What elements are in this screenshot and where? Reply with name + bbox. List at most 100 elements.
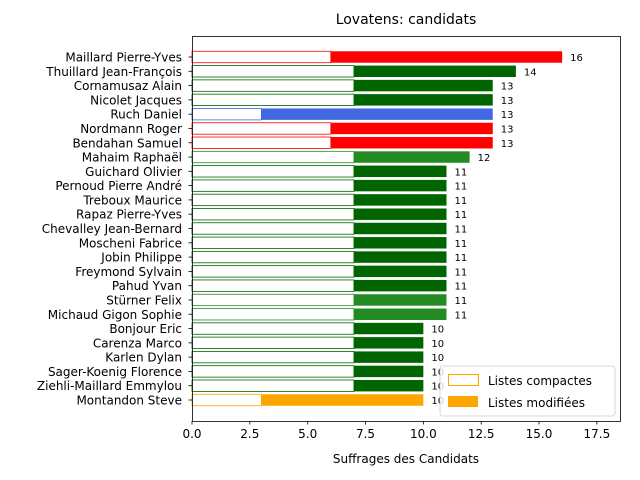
bar-compact [191, 236, 355, 249]
y-tick-label: Nordmann Roger [80, 122, 182, 136]
bar-value-label: 10 [431, 367, 444, 378]
bar-modified [353, 379, 424, 392]
y-tick-label: Treboux Maurice [82, 193, 182, 207]
legend-label-listes-compactes: Listes compactes [488, 374, 592, 388]
bar-value-label: 11 [454, 210, 467, 221]
bar-modified [330, 137, 493, 149]
bar-modified [353, 294, 447, 306]
bar-compact [191, 65, 355, 78]
bar-value-label: 10 [431, 396, 444, 407]
bar-compact [191, 222, 355, 235]
bar-modified [353, 94, 493, 106]
bar-compact [191, 193, 355, 207]
y-tick-label: Cornamusaz Alain [74, 79, 182, 93]
y-tick-label: Carenza Marco [93, 336, 182, 350]
bar-modified [353, 194, 447, 206]
bar-compact [191, 108, 262, 121]
y-tick-label: Sager-Koenig Florence [48, 365, 182, 379]
y-tick-label: Jobin Philippe [100, 251, 182, 265]
y-tick-label: Ruch Daniel [110, 108, 182, 122]
bar-value-label: 11 [454, 282, 467, 293]
bar-compact [191, 165, 355, 178]
y-tick-label: Mahaim Raphaël [82, 151, 182, 165]
y-tick-label: Ziehli-Maillard Emmylou [37, 379, 182, 393]
bar-value-label: 11 [454, 310, 467, 321]
bar-modified [353, 165, 447, 178]
bar-compact [191, 122, 332, 135]
legend-frame [439, 365, 616, 417]
bar-compact [191, 279, 355, 292]
legend: Listes compactes Listes modifiées [439, 365, 616, 417]
y-tick-label: Stürner Felix [106, 293, 182, 307]
bar-modified [330, 51, 563, 63]
bar-modified [353, 65, 516, 78]
legend-swatch-listes-modifiees [448, 396, 478, 407]
bar-value-label: 16 [570, 53, 583, 64]
bar-value-label: 13 [501, 124, 514, 135]
y-tick-label: Pernoud Pierre André [55, 179, 182, 193]
bar-value-label: 11 [454, 225, 467, 236]
bar-compact [191, 336, 355, 349]
bar-value-label: 10 [431, 339, 444, 350]
bar-compact [191, 393, 262, 407]
bar-value-label: 11 [454, 296, 467, 307]
bar-value-label: 13 [501, 82, 514, 93]
bar-modified [353, 208, 447, 220]
y-tick-label: Guichard Olivier [85, 165, 182, 179]
bar-compact [191, 79, 355, 92]
y-tick-label: Montandon Steve [76, 394, 182, 408]
bar-compact [191, 136, 332, 149]
bar-compact [191, 250, 355, 264]
bar-modified [353, 251, 447, 263]
bar-modified [353, 237, 447, 249]
bar-value-label: 10 [431, 382, 444, 393]
y-tick-label: Bendahan Samuel [72, 136, 182, 150]
plot-area: 16 14 13 13 13 13 13 12 11 11 11 11 11 11 11 11 11 11 11 10… [191, 50, 583, 407]
axes-frame [192, 36, 621, 422]
x-tick-label: 7.5 [356, 427, 375, 441]
x-tick-label: 2.5 [240, 427, 259, 441]
chart-title: Lovatens: candidats [336, 12, 477, 28]
bar-value-label: 11 [454, 196, 467, 207]
bar-modified [353, 222, 447, 235]
x-tick-label: 17.5 [584, 427, 611, 441]
bar-compact [191, 308, 355, 321]
x-tick-label: 0.0 [182, 427, 201, 441]
x-tick-label: 15.0 [526, 427, 553, 441]
y-tick-label: Moscheni Fabrice [79, 236, 182, 250]
bar-modified [353, 79, 493, 92]
bar-compact [191, 365, 355, 378]
bar-compact [191, 322, 355, 335]
legend-swatch-listes-compactes [448, 374, 479, 386]
bar-value-label: 11 [454, 267, 467, 278]
bar-modified [353, 322, 424, 335]
y-tick-label: Michaud Gigon Sophie [48, 308, 182, 322]
bar-modified [353, 337, 424, 349]
y-tick-label: Rapaz Pierre-Yves [76, 208, 182, 222]
bar-modified [353, 265, 447, 278]
bar-modified [353, 151, 470, 163]
bar-compact [191, 379, 355, 392]
bar-value-label: 11 [454, 253, 467, 264]
bar-value-label: 11 [454, 239, 467, 250]
bar-modified [353, 308, 447, 320]
bar-modified [353, 279, 447, 292]
bar-compact [191, 265, 355, 278]
bar-compact [191, 50, 332, 64]
bar-modified [330, 122, 493, 135]
bar-modified [261, 394, 424, 406]
y-tick-label: Nicolet Jacques [90, 93, 182, 107]
bar-compact [191, 293, 355, 307]
bar-compact [191, 150, 355, 164]
y-tick-label: Thuillard Jean-François [45, 65, 182, 79]
bar-value-label: 13 [501, 110, 514, 121]
bar-compact [191, 93, 355, 106]
bar-value-label: 12 [478, 153, 491, 164]
y-tick-label: Pahud Yvan [112, 279, 182, 293]
bar-value-label: 13 [501, 139, 514, 150]
bar-value-label: 10 [431, 353, 444, 364]
bar-modified [353, 351, 424, 363]
y-tick-label: Bonjour Eric [109, 322, 182, 336]
